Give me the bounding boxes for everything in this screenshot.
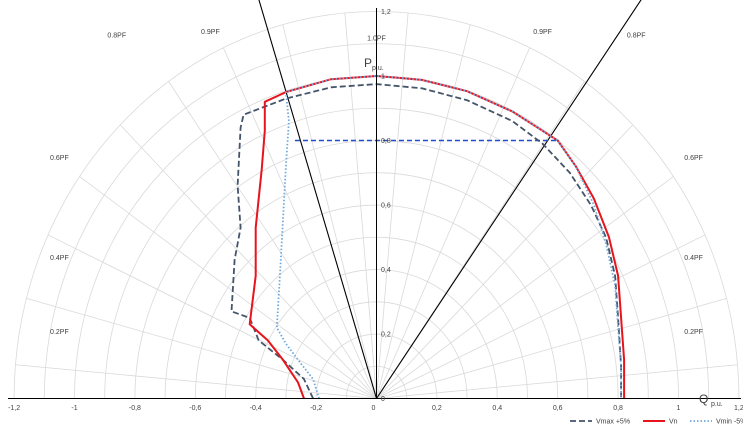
y-tick-label-3: 0,6 <box>381 203 391 210</box>
axes <box>8 8 741 399</box>
y-tick-label-4: 0,8 <box>381 138 391 145</box>
x-tick-label-10: 0,8 <box>613 405 623 412</box>
x-tick-label-1: -1 <box>71 405 77 412</box>
pf-label-7: 0.4PF <box>50 255 69 262</box>
series-line-2 <box>275 75 622 399</box>
legend-label-1: Vn <box>669 419 678 426</box>
x-tick-label-9: 0,6 <box>553 405 563 412</box>
x-tick-label-8: 0,4 <box>492 405 502 412</box>
x-tick-label-4: -0,4 <box>250 405 262 412</box>
reference-lines <box>258 0 642 399</box>
tick-labels: -1,2 -1 -0,8 -0,6 -0,4 -0,2 0,2 0,4 0,6 0,8 1 1,200… <box>8 9 743 412</box>
y-tick-label-6: 1,2 <box>381 9 391 16</box>
pf-label-2: 1.0PF <box>367 36 386 43</box>
pf-line-right <box>376 0 642 399</box>
pf-label-5: 0.6PF <box>50 155 69 162</box>
pf-label-8: 0.4PF <box>684 255 703 262</box>
pf-label-3: 0.9PF <box>533 29 552 36</box>
y-tick-label-1: 0,2 <box>381 332 391 339</box>
x-tick-label-12: 1,2 <box>734 405 743 412</box>
x-tick-label-7: 0,2 <box>432 405 442 412</box>
y-tick-label-5: 1 <box>381 74 385 81</box>
pf-label-1: 0.9PF <box>201 29 220 36</box>
pf-label-6: 0.6PF <box>684 155 703 162</box>
pf-label-10: 0.2PF <box>684 329 703 336</box>
y-axis-title: P <box>364 56 372 70</box>
axis-titles: P p.u. Q p.u. <box>364 56 723 408</box>
x-tick-label-5: -0,2 <box>310 405 322 412</box>
x-tick-label-3: -0,6 <box>189 405 201 412</box>
x-tick-label-11: 1 <box>677 405 681 412</box>
y-tick-label-0: 0 <box>381 396 385 403</box>
power-factor-labels: 0.8PF 0.9PF 1.0PF 0.9PF 0.8PF 0.6PF 0.6PF 0.4PF… <box>50 29 703 336</box>
x-axis-title: Q <box>699 392 708 406</box>
x-axis-title-sub: p.u. <box>711 401 723 408</box>
legend-label-2: Vmin -5% <box>716 419 743 426</box>
x-tick-label-2: -0,8 <box>129 405 141 412</box>
pf-line-left <box>258 0 378 399</box>
x-tick-label-zero: 0 <box>372 405 376 412</box>
legend: Vmax +5% Vn Vmin -5% <box>570 419 743 426</box>
series-line-0 <box>230 83 622 399</box>
y-tick-label-2: 0,4 <box>381 267 391 274</box>
y-axis-title-sub: p.u. <box>372 65 384 72</box>
legend-label-0: Vmax +5% <box>596 419 630 426</box>
x-tick-label-0: -1,2 <box>8 405 20 412</box>
pf-label-4: 0.8PF <box>627 32 646 39</box>
pf-label-9: 0.2PF <box>50 329 69 336</box>
pf-label-0: 0.8PF <box>107 32 126 39</box>
